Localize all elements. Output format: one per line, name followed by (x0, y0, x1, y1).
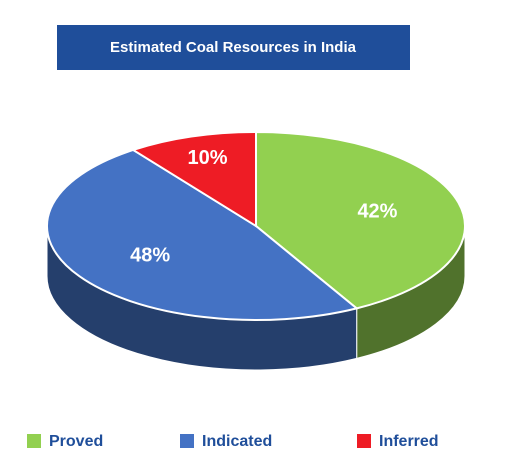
data-label: 48% (130, 245, 170, 267)
legend-label: Proved (49, 433, 103, 450)
chart-title: Estimated Coal Resources in India (110, 39, 357, 56)
legend-label: Inferred (379, 433, 439, 450)
slice (255, 130, 466, 310)
title-box (57, 25, 410, 70)
data-label: 42% (357, 200, 397, 222)
legend-swatch (357, 434, 371, 448)
slice (46, 148, 359, 321)
legend-swatch (27, 434, 41, 448)
legend-swatch (180, 434, 194, 448)
slice (130, 130, 257, 228)
legend-label: Indicated (202, 433, 272, 450)
data-label: 10% (188, 147, 228, 169)
